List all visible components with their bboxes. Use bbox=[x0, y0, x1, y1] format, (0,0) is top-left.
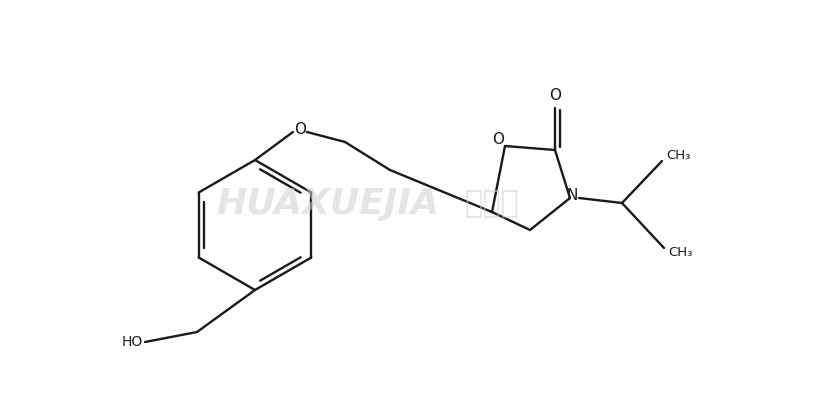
Text: 化学加: 化学加 bbox=[464, 189, 518, 219]
Text: CH₃: CH₃ bbox=[665, 149, 690, 162]
Text: N: N bbox=[566, 188, 577, 204]
Text: O: O bbox=[294, 122, 305, 137]
Text: HO: HO bbox=[121, 335, 143, 349]
Text: O: O bbox=[491, 133, 504, 148]
Text: HUAXUEJIA: HUAXUEJIA bbox=[216, 187, 439, 221]
Text: CH₃: CH₃ bbox=[667, 246, 691, 259]
Text: O: O bbox=[549, 89, 560, 104]
